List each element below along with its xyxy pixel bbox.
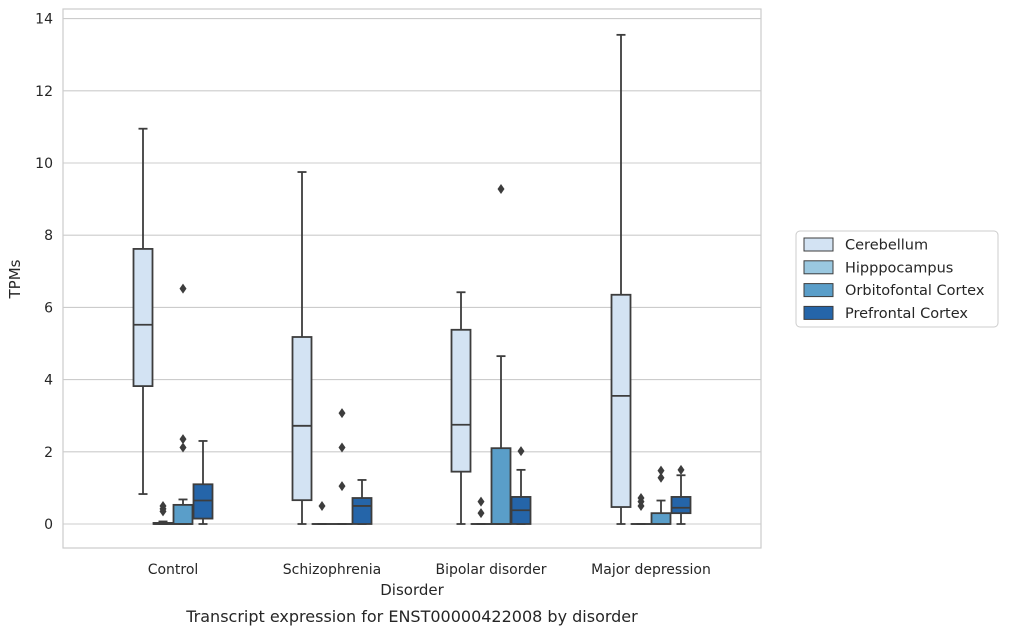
box-prefrontal-cortex bbox=[192, 440, 214, 525]
legend-swatch bbox=[803, 283, 834, 298]
legend-swatch bbox=[803, 305, 834, 320]
legend-label: Hipppocampus bbox=[845, 260, 953, 276]
y-tick-label: 6 bbox=[44, 300, 53, 316]
box-cerebellum bbox=[132, 127, 154, 495]
outlier-point bbox=[179, 283, 187, 294]
box-prefrontal-cortex bbox=[670, 464, 692, 525]
x-tick-label: Bipolar disorder bbox=[435, 562, 546, 578]
chart-caption: Transcript expression for ENST0000042200… bbox=[185, 607, 638, 626]
y-tick-label: 10 bbox=[35, 156, 53, 172]
legend-label: Orbitofontal Cortex bbox=[845, 283, 985, 299]
y-tick-label: 12 bbox=[35, 84, 53, 100]
box-plot-area bbox=[132, 33, 692, 525]
outlier-point bbox=[677, 464, 685, 475]
box-iqr bbox=[132, 248, 154, 387]
box-iqr bbox=[351, 497, 373, 525]
box-hipppocampus bbox=[311, 500, 333, 525]
box-hipppocampus bbox=[630, 493, 652, 525]
box-orbitofontal-cortex bbox=[490, 183, 512, 525]
box-iqr bbox=[650, 512, 672, 525]
box-hipppocampus bbox=[152, 500, 174, 525]
x-axis-label: Disorder bbox=[380, 581, 444, 599]
outlier-point bbox=[477, 508, 485, 519]
outlier-point bbox=[338, 408, 346, 419]
y-axis-label: TPMs bbox=[6, 259, 24, 299]
y-tick-label: 14 bbox=[35, 12, 53, 28]
x-tick-label: Control bbox=[148, 562, 199, 578]
box-iqr bbox=[450, 328, 472, 473]
outlier-point bbox=[477, 496, 485, 507]
legend: Cerebellum Hipppocampus Orbitofontal Corte… bbox=[795, 230, 999, 328]
x-tick-label: Schizophrenia bbox=[283, 562, 381, 578]
outlier-point bbox=[497, 183, 505, 194]
y-tick-label: 2 bbox=[44, 445, 53, 461]
box-iqr bbox=[490, 447, 512, 525]
box-iqr bbox=[192, 483, 214, 520]
outlier-point bbox=[179, 442, 187, 453]
x-tick-label: Major depression bbox=[591, 562, 711, 578]
outlier-point bbox=[159, 500, 167, 511]
box-orbitofontal-cortex bbox=[331, 408, 353, 525]
outlier-point bbox=[338, 481, 346, 492]
box-cerebellum bbox=[610, 33, 632, 525]
outlier-point bbox=[657, 465, 665, 476]
plot-frame bbox=[62, 8, 762, 549]
box-iqr bbox=[670, 496, 692, 515]
outlier-point bbox=[637, 493, 645, 504]
legend-swatch bbox=[803, 237, 834, 252]
y-tick-label: 4 bbox=[44, 373, 53, 389]
legend-frame bbox=[795, 230, 999, 328]
legend-swatch bbox=[803, 260, 834, 275]
box-iqr bbox=[291, 336, 313, 502]
outlier-point bbox=[338, 442, 346, 453]
outlier-point bbox=[318, 500, 326, 511]
x-axis-ticks: Control Schizophrenia Bipolar disorder Majo… bbox=[148, 562, 711, 578]
box-prefrontal-cortex bbox=[351, 479, 373, 525]
y-axis-ticks: 0 2 4 6 8 10 12 14 bbox=[35, 12, 53, 533]
box-iqr bbox=[172, 503, 194, 525]
box-prefrontal-cortex bbox=[510, 446, 532, 525]
box-cerebellum bbox=[450, 291, 472, 525]
outlier-point bbox=[179, 434, 187, 445]
y-tick-label: 0 bbox=[44, 517, 53, 533]
box-iqr bbox=[610, 293, 632, 508]
box-orbitofontal-cortex bbox=[172, 283, 194, 525]
y-tick-label: 8 bbox=[44, 228, 53, 244]
legend-label: Cerebellum bbox=[845, 238, 928, 254]
outlier-point bbox=[657, 472, 665, 483]
legend-label: Prefrontal Cortex bbox=[845, 306, 968, 322]
box-orbitofontal-cortex bbox=[650, 465, 672, 525]
outlier-point bbox=[517, 446, 525, 457]
grid-lines bbox=[63, 18, 761, 525]
box-cerebellum bbox=[291, 171, 313, 525]
box-hipppocampus bbox=[470, 496, 492, 525]
